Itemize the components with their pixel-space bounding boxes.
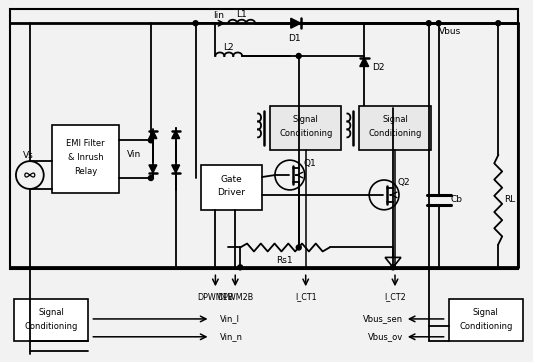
Text: RL: RL — [505, 195, 516, 205]
Text: Rs1: Rs1 — [277, 256, 293, 265]
Text: Signal: Signal — [38, 308, 64, 317]
Bar — [10, 9, 518, 269]
Text: D2: D2 — [372, 63, 384, 72]
Text: DPWM2B: DPWM2B — [217, 292, 253, 302]
Text: EMI Filter: EMI Filter — [66, 139, 104, 148]
Polygon shape — [360, 58, 369, 67]
Circle shape — [238, 265, 243, 270]
Text: L1: L1 — [236, 10, 247, 19]
Circle shape — [148, 176, 154, 181]
Text: L2: L2 — [223, 43, 233, 51]
Text: D1: D1 — [288, 34, 301, 43]
Bar — [449, 299, 523, 341]
Text: & Inrush: & Inrush — [68, 153, 103, 162]
Text: I_CT1: I_CT1 — [295, 292, 317, 302]
Bar — [270, 106, 342, 150]
Polygon shape — [172, 131, 180, 139]
Text: Relay: Relay — [74, 167, 97, 176]
Text: Vs: Vs — [22, 151, 33, 160]
Circle shape — [296, 54, 301, 58]
Text: Gate: Gate — [221, 174, 242, 184]
Text: Conditioning: Conditioning — [459, 323, 513, 331]
Bar — [52, 125, 119, 193]
Text: Vbus_sen: Vbus_sen — [363, 315, 403, 323]
Text: Signal: Signal — [473, 308, 499, 317]
Text: I_CT2: I_CT2 — [384, 292, 406, 302]
Text: Conditioning: Conditioning — [279, 129, 333, 138]
Circle shape — [436, 21, 441, 26]
Text: Iin: Iin — [213, 11, 224, 20]
Circle shape — [193, 21, 198, 26]
Text: Cb: Cb — [450, 195, 463, 205]
Text: Conditioning: Conditioning — [368, 129, 422, 138]
Polygon shape — [149, 165, 157, 173]
Circle shape — [296, 245, 301, 250]
Text: Vbus_ov: Vbus_ov — [368, 332, 403, 341]
Polygon shape — [291, 18, 301, 28]
Circle shape — [426, 21, 431, 26]
Text: Vin_l: Vin_l — [220, 315, 240, 323]
Polygon shape — [149, 131, 157, 139]
Bar — [14, 299, 88, 341]
Circle shape — [148, 138, 154, 143]
Text: Vin_n: Vin_n — [220, 332, 244, 341]
Text: Conditioning: Conditioning — [25, 323, 78, 331]
Text: Signal: Signal — [293, 115, 319, 124]
Text: Q2: Q2 — [398, 178, 410, 188]
Polygon shape — [172, 165, 180, 173]
Bar — [200, 165, 262, 210]
Text: DPWM1B: DPWM1B — [197, 292, 233, 302]
Circle shape — [496, 21, 500, 26]
Circle shape — [391, 265, 395, 270]
Bar — [359, 106, 431, 150]
Text: Vbus: Vbus — [439, 27, 461, 36]
Text: Vin: Vin — [127, 150, 141, 159]
Text: Signal: Signal — [382, 115, 408, 124]
Text: Q1: Q1 — [303, 159, 316, 168]
Text: Driver: Driver — [217, 188, 245, 197]
